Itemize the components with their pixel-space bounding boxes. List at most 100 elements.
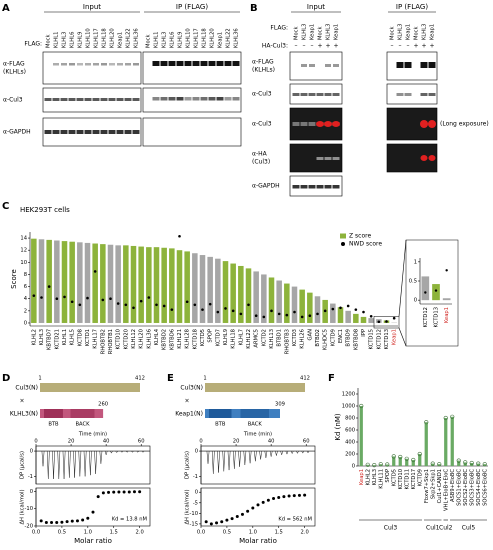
data-point (292, 494, 296, 498)
lane-label: Keap1 (310, 24, 316, 40)
bar (92, 243, 98, 323)
data-point (44, 521, 48, 525)
x-tick-label: KCTD7 (215, 329, 221, 346)
lane-label: KLHL20 (110, 28, 116, 48)
bar (291, 286, 298, 323)
lane-label: Mock (414, 26, 420, 40)
x-tick-label: 0 (199, 439, 202, 445)
x-tick-label: KCTD11 (404, 469, 410, 490)
y-tick-label: 1200 (342, 392, 355, 398)
band (101, 63, 107, 66)
blot-label: α-FLAG (3, 61, 25, 68)
bar-marker (456, 458, 461, 463)
data-point (86, 516, 90, 520)
lane-label: KLHL3 (398, 24, 404, 40)
bar (138, 246, 144, 323)
data-point (220, 520, 224, 524)
bar (222, 261, 229, 323)
score-dot (63, 295, 66, 299)
y-tick-label: 0.5 (409, 279, 417, 285)
x-tick-label: RHOBTB2 (100, 329, 106, 354)
band (76, 130, 84, 134)
y-axis-label: ΔH (kcal/mol) (185, 489, 191, 524)
annotation: Kd = 13.8 nM (112, 517, 147, 523)
lane-label: KLHL1 (54, 32, 60, 48)
legend-marker (341, 242, 345, 246)
x-tick-label: KCTD1 (85, 329, 91, 346)
inset-frame (405, 239, 459, 347)
x-tick-label: 2.0 (136, 530, 144, 536)
x-tick-label: 2.0 (301, 530, 309, 536)
x-tick-label: KBTBD2 (162, 329, 168, 350)
bar (398, 457, 402, 466)
band (420, 93, 428, 96)
y-tick-label: 0 (30, 449, 33, 455)
score-dot (40, 296, 43, 299)
saturated-band (420, 120, 428, 128)
score-dot (139, 299, 143, 303)
protein-name: Keap1(N) (175, 411, 203, 418)
lane-label: Mock (390, 26, 396, 40)
band (60, 130, 68, 134)
bar (366, 464, 370, 466)
panel-label: A (2, 3, 10, 14)
score-dot (239, 312, 243, 316)
lane-label: KLHL3 (302, 24, 308, 40)
data-point (127, 490, 131, 494)
lane-label: Keap1 (334, 24, 340, 40)
lane-label: KLHL20 (210, 28, 216, 48)
lane-label: KLHL18 (202, 28, 208, 48)
group-label: Cul1 (426, 525, 440, 532)
bar (261, 274, 267, 323)
y-tick-label: 0 (352, 464, 355, 470)
injection-peak (227, 451, 231, 471)
band (224, 61, 232, 66)
y-tick-label: 0 (30, 489, 33, 495)
injection-peak (248, 451, 252, 464)
ha-sign: – (391, 43, 394, 50)
annotation: Kd = 562 nM (278, 517, 312, 523)
y-tick-label: 1000 (342, 404, 355, 410)
score-dot (377, 320, 381, 324)
band (68, 130, 76, 134)
bar (130, 245, 137, 323)
bar (444, 418, 448, 466)
band (160, 97, 168, 101)
band (428, 62, 436, 68)
lane-label: KLHL10 (186, 28, 192, 48)
data-point (70, 519, 74, 523)
blot-label: α-Cul3 (252, 121, 272, 128)
score-dot (434, 289, 438, 292)
y-tick-label: 2 (24, 308, 27, 314)
data-point (132, 490, 136, 494)
bar-marker (378, 462, 383, 467)
injection-peak (89, 451, 92, 476)
x-tick-label: Cul1+CAND1 (437, 469, 443, 503)
x-tick-label: 20 (233, 439, 240, 445)
bar (276, 280, 282, 323)
y-tick-label: 8 (24, 272, 27, 278)
band (84, 98, 92, 101)
bar (360, 316, 367, 323)
lane-label: Keap1 (430, 24, 436, 40)
data-point (101, 491, 105, 495)
score-dot (254, 314, 258, 317)
y-axis-label: Kd (nM) (334, 413, 342, 440)
panel-label: D (2, 373, 10, 384)
bar (421, 276, 430, 301)
score-dot (277, 312, 281, 316)
x-tick-label: 1.5 (110, 530, 118, 536)
saturated-band (324, 121, 332, 127)
x-tick-label: 60 (138, 439, 145, 445)
injection-peak (217, 451, 220, 473)
x-tick-label: 1.0 (249, 530, 257, 536)
bar (199, 255, 206, 323)
bar-marker (430, 461, 435, 466)
x-tick-label: KLHL9 (223, 329, 229, 345)
band (192, 61, 200, 66)
injection-peak (94, 451, 97, 474)
data-point (215, 521, 219, 525)
score-dot (116, 302, 120, 305)
protein-name: KLHL3(N) (10, 411, 38, 418)
ha-sign: + (421, 43, 426, 50)
